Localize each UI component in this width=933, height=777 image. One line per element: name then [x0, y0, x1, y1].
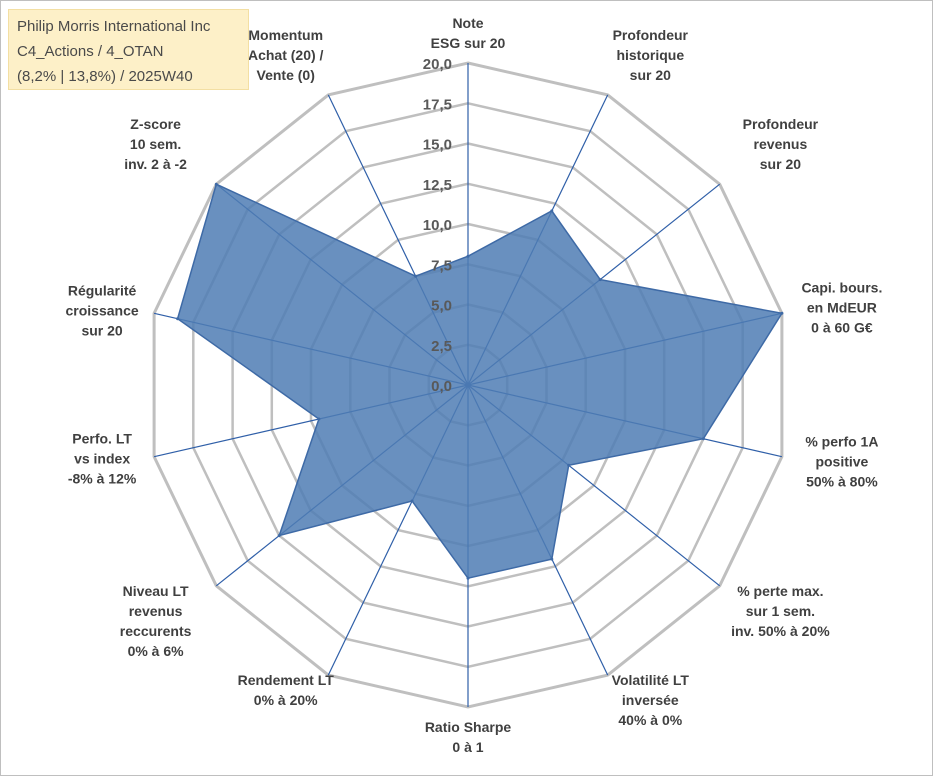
axis-label-0-line-1: ESG sur 20 — [431, 35, 506, 51]
tick-label-2: 5,0 — [431, 298, 452, 315]
axis-label-1-line-1: historique — [616, 47, 684, 63]
axis-label-13-line-0: Momentum — [248, 27, 323, 43]
series-point-13 — [414, 274, 418, 278]
axis-labels: Note ESG sur 20 Profondeur historique sur 20… — [66, 15, 883, 755]
axis-label-8-line-1: 0% à 20% — [254, 692, 318, 708]
axis-label-9-line-2: reccurents — [120, 623, 192, 639]
axis-label-1-line-0: Profondeur — [613, 27, 689, 43]
radial-tick-labels: 0,0 2,5 5,0 7,5 10,0 12,5 15,0 17,5 20,0 — [423, 56, 452, 395]
axis-label-12-line-2: inv. 2 à -2 — [124, 156, 187, 172]
series-point-10 — [317, 417, 321, 421]
axis-label-10-line-0: Perfo. LT — [72, 431, 132, 447]
perf-week-line: (8,2% | 13,8%) / 2025W40 — [17, 68, 193, 85]
series-area — [176, 183, 784, 580]
axis-label-13: Momentum Achat (20) / Vente (0) — [248, 27, 324, 83]
series-point-8 — [410, 499, 414, 503]
tick-label-7: 17,5 — [423, 96, 452, 113]
series-point-4 — [701, 437, 705, 441]
axis-label-10-line-1: vs index — [74, 451, 130, 467]
axis-label-9-line-3: 0% à 6% — [128, 643, 185, 659]
title-box: Philip Morris International Inc C4_Actio… — [8, 9, 249, 90]
series-point-6 — [550, 557, 554, 561]
series-point-7 — [466, 576, 470, 580]
axis-label-4: % perfo 1A positive 50% à 80% — [805, 434, 878, 490]
axis-label-4-line-1: positive — [815, 454, 868, 470]
series-point-5 — [567, 463, 571, 467]
tick-label-5: 12,5 — [423, 177, 452, 194]
axis-label-5-line-0: % perte max. — [737, 583, 823, 599]
axis-label-2-line-0: Profondeur — [743, 116, 819, 132]
axis-label-7: Ratio Sharpe 0 à 1 — [425, 719, 512, 755]
axis-label-5-line-1: sur 1 sem. — [746, 603, 815, 619]
axis-label-5: % perte max. sur 1 sem. inv. 50% à 20% — [731, 583, 830, 639]
axis-label-11-line-0: Régularité — [68, 282, 137, 298]
axis-label-6-line-1: inversée — [622, 692, 679, 708]
axis-label-12-line-0: Z-score — [130, 116, 181, 132]
radar-series — [176, 182, 784, 580]
axis-label-4-line-2: 50% à 80% — [806, 474, 878, 490]
series-point-12 — [214, 182, 218, 186]
axis-label-10-line-2: -8% à 12% — [68, 471, 137, 487]
axis-label-12: Z-score 10 sem. inv. 2 à -2 — [124, 116, 187, 172]
company-name: Philip Morris International Inc — [17, 18, 211, 35]
tick-label-1: 2,5 — [431, 338, 452, 355]
axis-label-8: Rendement LT 0% à 20% — [238, 672, 335, 708]
series-point-2 — [598, 278, 602, 282]
axis-label-0-line-0: Note — [452, 15, 483, 31]
tick-label-4: 10,0 — [423, 217, 452, 234]
axis-label-8-line-0: Rendement LT — [238, 672, 335, 688]
series-point-11 — [176, 317, 180, 321]
axis-label-3-line-0: Capi. bours. — [801, 279, 882, 295]
tick-label-8: 20,0 — [423, 56, 452, 73]
axis-label-3-line-2: 0 à 60 G€ — [811, 319, 873, 335]
axis-label-9-line-0: Niveau LT — [123, 583, 189, 599]
axis-label-5-line-2: inv. 50% à 20% — [731, 623, 830, 639]
axis-label-4-line-0: % perfo 1A — [805, 434, 878, 450]
axis-label-10: Perfo. LT vs index -8% à 12% — [68, 431, 137, 487]
axis-label-6: Volatilité LT inversée 40% à 0% — [612, 672, 690, 728]
axis-label-7-line-0: Ratio Sharpe — [425, 719, 512, 735]
axis-label-0: Note ESG sur 20 — [431, 15, 506, 51]
axis-label-11: Régularité croissance sur 20 — [66, 282, 139, 338]
axis-label-9: Niveau LT revenus reccurents 0% à 6% — [120, 583, 192, 659]
axis-label-6-line-0: Volatilité LT — [612, 672, 690, 688]
axis-label-13-line-2: Vente (0) — [257, 67, 315, 83]
tick-label-6: 15,0 — [423, 137, 452, 154]
series-point-9 — [277, 534, 281, 538]
category-line: C4_Actions / 4_OTAN — [17, 43, 164, 60]
axis-label-1-line-2: sur 20 — [630, 67, 671, 83]
tick-label-3: 7,5 — [431, 257, 452, 274]
axis-label-9-line-1: revenus — [129, 603, 183, 619]
axis-label-1: Profondeur historique sur 20 — [613, 27, 689, 83]
axis-label-2-line-1: revenus — [754, 136, 808, 152]
axis-label-2: Profondeur revenus sur 20 — [743, 116, 819, 172]
axis-label-12-line-1: 10 sem. — [130, 136, 181, 152]
axis-label-6-line-2: 40% à 0% — [618, 712, 682, 728]
series-point-3 — [780, 311, 784, 315]
axis-label-13-line-1: Achat (20) / — [248, 47, 324, 63]
axis-label-7-line-1: 0 à 1 — [452, 739, 483, 755]
axis-label-3-line-1: en MdEUR — [807, 299, 877, 315]
series-point-0 — [466, 254, 470, 258]
series-point-1 — [550, 209, 554, 213]
tick-label-0: 0,0 — [431, 378, 452, 395]
axis-label-11-line-2: sur 20 — [81, 322, 122, 338]
axis-label-2-line-2: sur 20 — [760, 156, 801, 172]
axis-label-3: Capi. bours. en MdEUR 0 à 60 G€ — [801, 279, 882, 335]
axis-label-11-line-1: croissance — [66, 302, 139, 318]
